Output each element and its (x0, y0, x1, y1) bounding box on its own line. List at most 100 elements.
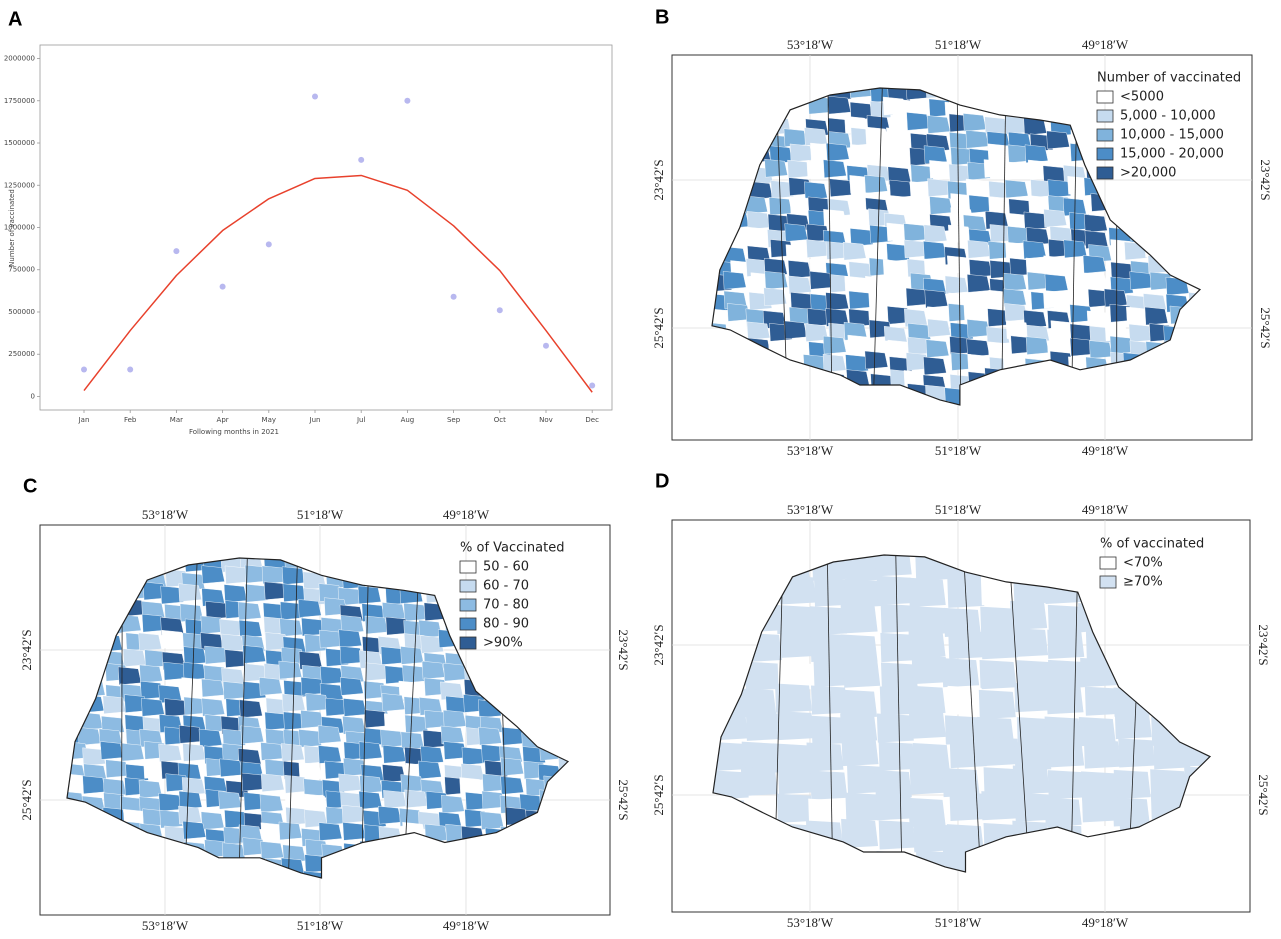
municipality (1046, 685, 1083, 714)
municipality (788, 276, 811, 294)
municipality (777, 711, 814, 740)
lon-label: 53°18′W (142, 507, 189, 522)
municipality (339, 630, 362, 648)
scatter-point (220, 284, 226, 290)
municipality (1006, 162, 1029, 180)
scatter-point (358, 157, 364, 163)
municipality (1024, 212, 1047, 230)
municipality (1045, 798, 1082, 827)
x-tick-label: Jul (356, 416, 366, 424)
municipality (927, 179, 950, 197)
municipality (784, 129, 807, 147)
municipality (219, 791, 242, 809)
municipality (1130, 272, 1153, 290)
municipality (220, 759, 243, 777)
municipality (909, 798, 946, 827)
municipality (1045, 274, 1068, 292)
municipality (723, 271, 746, 289)
municipality (924, 225, 947, 243)
x-tick-label: Dec (585, 416, 599, 424)
municipality (1047, 630, 1084, 659)
municipality (280, 619, 303, 637)
municipality (841, 604, 878, 633)
municipality (279, 661, 302, 679)
lon-label: 53°18′W (787, 915, 834, 930)
municipality (765, 159, 788, 177)
municipality (365, 710, 388, 728)
x-tick-label: Feb (124, 416, 137, 424)
legend-label: 70 - 80 (483, 598, 529, 613)
municipality (365, 616, 388, 634)
municipality (1047, 131, 1070, 149)
lon-label: 49°18′W (1082, 502, 1129, 517)
municipality (804, 182, 827, 200)
x-axis-label: Following months in 2021 (189, 428, 279, 436)
municipality (785, 224, 808, 242)
x-tick-label: Apr (217, 416, 229, 424)
panel-label: B (655, 6, 669, 28)
legend-label: 15,000 - 20,000 (1120, 147, 1224, 162)
lon-label: 53°18′W (787, 502, 834, 517)
municipality (1023, 241, 1046, 259)
municipality (202, 698, 225, 716)
municipality (909, 710, 946, 739)
municipality (106, 760, 129, 778)
y-tick-label: 1750000 (4, 97, 35, 105)
municipality (1005, 180, 1028, 198)
panel-label: C (23, 475, 37, 497)
municipality (980, 660, 1017, 689)
municipality (1084, 273, 1107, 291)
lon-label: 51°18′W (297, 507, 344, 522)
municipality (384, 714, 407, 732)
municipality (765, 271, 788, 289)
municipality (201, 679, 224, 697)
lon-label: 51°18′W (935, 37, 982, 52)
municipality (947, 256, 970, 274)
scatter-point (451, 294, 457, 300)
municipality (907, 197, 930, 215)
municipality (883, 97, 906, 115)
municipality (988, 144, 1011, 162)
municipality (909, 629, 946, 658)
legend-swatch (1100, 557, 1116, 569)
lon-label: 49°18′W (1082, 915, 1129, 930)
scatter-point (127, 366, 133, 372)
municipality (358, 586, 381, 604)
municipality (807, 742, 844, 771)
municipality (775, 684, 812, 713)
legend-label: <70% (1123, 556, 1163, 571)
municipality (925, 290, 948, 308)
municipality (879, 820, 916, 849)
municipality (202, 566, 225, 584)
municipality (945, 276, 968, 294)
scatter-point (404, 98, 410, 104)
municipality (843, 659, 880, 688)
municipality (909, 578, 946, 607)
municipality (1083, 255, 1106, 273)
municipality (1110, 336, 1133, 354)
municipality (178, 806, 201, 824)
y-tick-label: 1500000 (4, 139, 35, 147)
municipality (1048, 770, 1085, 799)
municipality (224, 585, 247, 603)
municipality (823, 354, 846, 372)
legend-label: 5,000 - 10,000 (1120, 109, 1216, 124)
municipality (877, 576, 914, 605)
municipality (1104, 289, 1127, 307)
municipality (1047, 738, 1084, 767)
municipality (225, 566, 248, 584)
municipality (481, 812, 504, 830)
municipality (78, 727, 101, 745)
municipality (223, 681, 246, 699)
legend-label: 50 - 60 (483, 560, 529, 575)
municipality (942, 658, 979, 687)
scatter-point (81, 366, 87, 372)
municipality (180, 604, 203, 622)
municipality (746, 712, 783, 741)
municipality (162, 630, 185, 648)
y-tick-label: 250000 (8, 350, 35, 358)
municipality (282, 567, 305, 585)
municipality (261, 841, 284, 859)
municipality (923, 357, 946, 375)
municipality (928, 319, 951, 337)
